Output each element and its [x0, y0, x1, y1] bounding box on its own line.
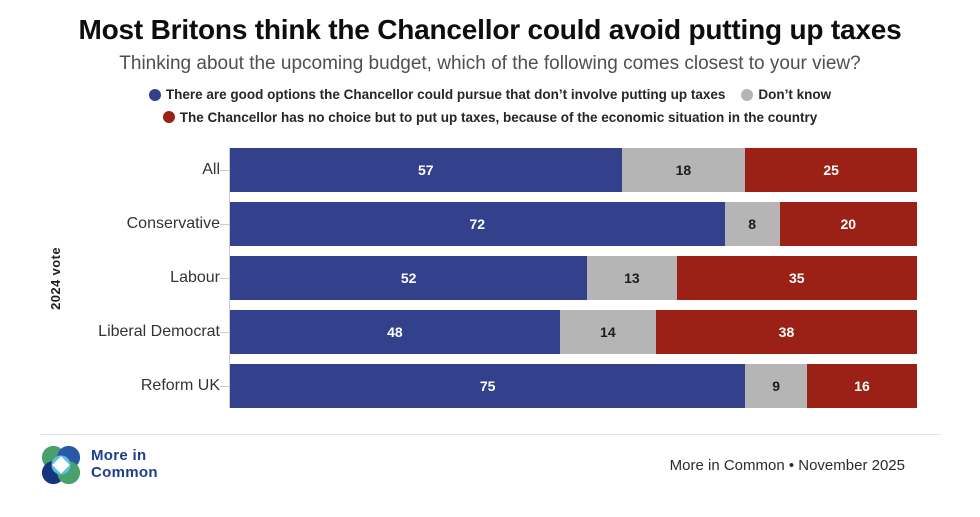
category-label: Liberal Democrat — [98, 323, 220, 341]
category-label: Labour — [170, 269, 220, 287]
bar-segment: 57 — [230, 148, 622, 193]
bar-segment: 48 — [230, 310, 560, 355]
axis-tick — [220, 331, 230, 333]
chart-row: All 57 18 25 — [68, 148, 917, 193]
segment-value: 38 — [778, 324, 795, 341]
axis-tick — [220, 277, 230, 279]
stacked-bar: 72 8 20 — [230, 202, 917, 247]
y-axis-label: 2024 vote — [47, 246, 63, 310]
segment-value: 72 — [469, 216, 486, 233]
legend-dot-icon — [741, 88, 754, 101]
legend-item: There are good options the Chancellor co… — [148, 85, 726, 105]
legend-dot-icon — [162, 111, 175, 124]
stacked-bar: 75 9 16 — [230, 364, 917, 409]
legend-item: The Chancellor has no choice but to put … — [162, 108, 818, 128]
chart-row: Conservative 72 8 20 — [68, 202, 917, 247]
bar-segment: 8 — [724, 202, 780, 247]
chart: 2024 vote All 57 18 25 Conservative 72 8 20 Labo… — [0, 148, 980, 409]
bar-segment: 20 — [779, 202, 917, 247]
segment-value: 14 — [600, 324, 616, 341]
brand-logo: More in Common — [40, 444, 158, 486]
segment-value: 20 — [840, 216, 857, 233]
chart-row: Reform UK 75 9 16 — [68, 364, 917, 409]
segment-value: 9 — [772, 378, 781, 395]
segment-value: 35 — [788, 270, 805, 287]
chart-page: Most Britons think the Chancellor could … — [0, 14, 980, 517]
segment-value: 8 — [748, 216, 756, 233]
legend: There are good options the Chancellor co… — [50, 85, 930, 127]
legend-item: Don’t know — [741, 85, 831, 105]
bar-segment: 14 — [559, 310, 656, 355]
source-text: More in Common • November 2025 — [669, 456, 905, 474]
chart-rows: All 57 18 25 Conservative 72 8 20 Labour 52 13 35 Li… — [68, 148, 917, 409]
bar-segment: 72 — [230, 202, 725, 247]
bar-segment: 18 — [621, 148, 746, 193]
legend-dot-icon — [148, 88, 161, 101]
stacked-bar: 57 18 25 — [230, 148, 917, 193]
chart-row: Liberal Democrat 48 14 38 — [68, 310, 917, 355]
stacked-bar: 52 13 35 — [230, 256, 917, 301]
category-label: All — [202, 161, 220, 179]
brand-name: More in Common — [91, 447, 158, 482]
segment-value: 48 — [387, 324, 403, 341]
legend-label: There are good options the Chancellor co… — [165, 87, 726, 102]
bar-segment: 38 — [655, 310, 917, 355]
bar-segment: 16 — [807, 364, 917, 409]
page-title: Most Britons think the Chancellor could … — [78, 14, 902, 45]
y-axis-line — [229, 148, 230, 409]
segment-value: 13 — [624, 270, 640, 287]
footer-divider — [40, 434, 940, 436]
segment-value: 52 — [400, 270, 417, 287]
brand-name-line2: Common — [91, 464, 158, 482]
axis-tick — [220, 385, 230, 387]
legend-label: Don’t know — [758, 87, 832, 102]
footer: More in Common More in Common • November… — [0, 435, 980, 486]
bar-segment: 13 — [587, 256, 677, 301]
segment-value: 57 — [418, 162, 434, 179]
bar-segment: 25 — [745, 148, 917, 193]
segment-value: 16 — [854, 378, 870, 395]
chart-subtitle: Thinking about the upcoming budget, whic… — [119, 53, 861, 74]
legend-label: The Chancellor has no choice but to put … — [179, 109, 818, 125]
category-label: Conservative — [126, 215, 220, 233]
bar-segment: 9 — [745, 364, 808, 409]
bar-segment: 75 — [230, 364, 746, 409]
y-axis-label-wrap: 2024 vote — [42, 148, 68, 408]
segment-value: 18 — [675, 162, 692, 179]
clover-icon — [40, 444, 82, 486]
bar-segment: 52 — [230, 256, 588, 301]
axis-tick — [220, 169, 230, 171]
brand-name-line1: More in — [91, 447, 147, 465]
bar-segment: 35 — [676, 256, 917, 301]
axis-tick — [220, 223, 230, 225]
stacked-bar: 48 14 38 — [230, 310, 917, 355]
category-label: Reform UK — [140, 377, 220, 395]
segment-value: 75 — [479, 378, 496, 395]
segment-value: 25 — [823, 162, 839, 179]
chart-row: Labour 52 13 35 — [68, 256, 917, 301]
